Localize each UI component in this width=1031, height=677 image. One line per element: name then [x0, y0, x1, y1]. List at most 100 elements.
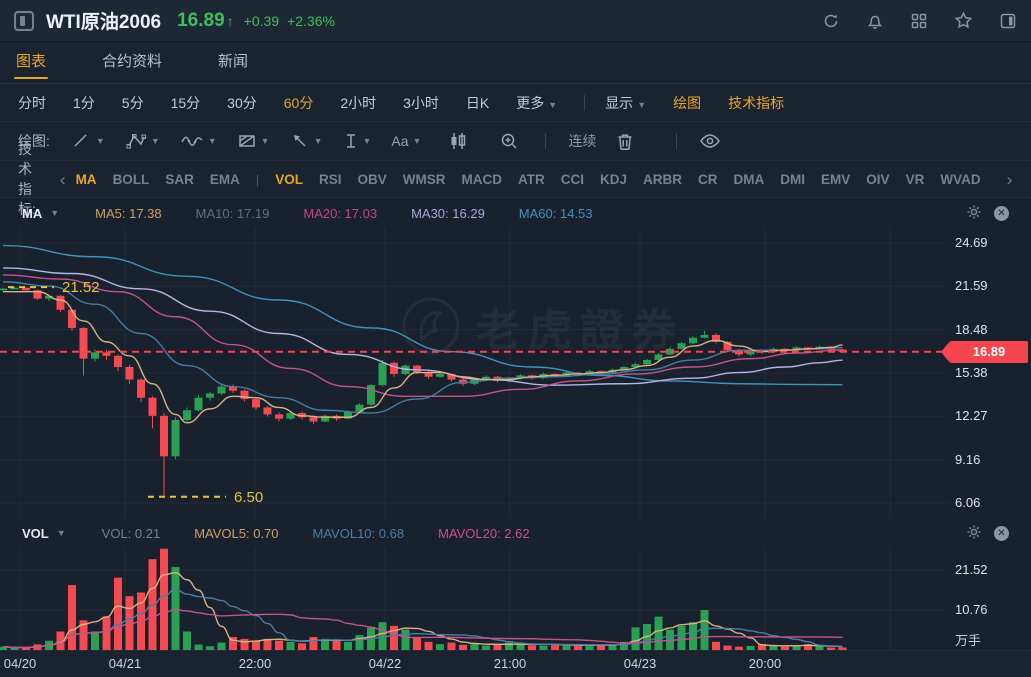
bell-icon[interactable] — [866, 12, 884, 30]
volume-bar — [252, 640, 260, 650]
price-up-arrow-icon: ↑ — [226, 12, 234, 29]
pattern-tool-icon[interactable]: ▼ — [237, 132, 270, 150]
timeframe-5分[interactable]: 5分 — [121, 94, 144, 111]
scroll-right-icon[interactable]: › — [1006, 169, 1013, 189]
timeframe-2小时[interactable]: 2小时 — [340, 94, 377, 111]
last-price: 16.89 — [177, 9, 225, 31]
candle-body — [367, 385, 375, 405]
volume-bar — [597, 645, 605, 650]
indicator-vr[interactable]: VR — [905, 171, 925, 187]
candle-body — [378, 362, 387, 386]
volume-chart[interactable]: 21.52 10.76 万手 — [0, 548, 1031, 650]
tab-contract-info[interactable]: 合约资料 — [102, 53, 163, 70]
ma-line-ma20 — [2, 274, 843, 398]
indicator-macd[interactable]: MACD — [461, 171, 503, 187]
indicator-sar[interactable]: SAR — [165, 171, 194, 187]
technical-indicator-link[interactable]: 技术指标 — [728, 94, 785, 111]
ma-settings-gear-icon[interactable] — [966, 204, 982, 223]
timeframe-分时[interactable]: 分时 — [18, 94, 46, 111]
drawing-toolbar-label: 绘图: — [18, 133, 50, 149]
timeframe-3小时[interactable]: 3小时 — [403, 94, 439, 111]
volume-bar — [160, 548, 168, 650]
volume-bar — [712, 641, 720, 650]
volume-bar — [804, 644, 812, 650]
volume-bar — [0, 646, 7, 650]
volume-bar — [10, 647, 19, 650]
indicator-ma[interactable]: MA — [75, 171, 97, 187]
volume-bar — [470, 644, 479, 650]
trash-icon[interactable] — [616, 132, 634, 151]
indicator-wmsr[interactable]: WMSR — [402, 171, 446, 187]
main-candlestick-chart[interactable]: 老虎證券 21.52 6.50 24.69 21.59 18.48 15.38 12.27… — [0, 228, 1031, 518]
zoom-in-icon[interactable] — [499, 131, 519, 151]
ma-legend-ma30-value: MA30: 16.29 — [411, 205, 485, 221]
indicator-obv[interactable]: OBV — [357, 171, 387, 187]
timeframe-日K[interactable]: 日K — [465, 94, 490, 111]
indicator-dma[interactable]: DMA — [733, 171, 765, 187]
continuous-draw-toggle[interactable]: 连续 — [568, 133, 597, 149]
ma-close-icon[interactable]: ✕ — [994, 205, 1009, 221]
chevron-down-icon: ▼ — [548, 99, 558, 110]
price-axis-label: 21.59 — [955, 278, 988, 294]
indicator-dmi[interactable]: DMI — [780, 171, 806, 187]
current-price-tag: 16.89 — [941, 340, 1028, 363]
indicator-oiv[interactable]: OIV — [866, 171, 890, 187]
indicator-cci[interactable]: CCI — [560, 171, 585, 187]
timeframe-1分[interactable]: 1分 — [73, 94, 95, 111]
ma-line-ma10 — [2, 281, 843, 414]
volume-bar — [769, 645, 778, 650]
volume-bar — [482, 645, 490, 650]
candle-body — [355, 404, 364, 412]
volume-bar — [194, 644, 203, 650]
candle-body — [0, 288, 7, 291]
candle-body — [56, 295, 65, 310]
text-cursor-tool-icon[interactable]: ▼ — [346, 134, 372, 148]
indicator-boll[interactable]: BOLL — [112, 171, 150, 187]
display-dropdown[interactable]: 显示 ▼ — [605, 94, 647, 111]
wave-tool-icon[interactable]: ▼ — [180, 132, 217, 150]
arrow-tool-icon[interactable]: ▼ — [290, 132, 323, 150]
timeframe-15分[interactable]: 15分 — [170, 94, 201, 111]
polyline-tool-icon[interactable]: ▼ — [125, 132, 160, 150]
vol-close-icon[interactable]: ✕ — [994, 525, 1009, 541]
candle-body — [643, 360, 651, 365]
candle-body — [125, 366, 134, 380]
scroll-left-icon[interactable]: ‹ — [59, 169, 66, 189]
tab-news[interactable]: 新闻 — [218, 53, 249, 70]
indicator-wvad[interactable]: WVAD — [940, 171, 981, 187]
line-tool-icon[interactable]: ▼ — [72, 132, 105, 150]
volume-bar — [240, 638, 249, 650]
ma-dropdown-caret-icon[interactable]: ▼ — [50, 208, 60, 218]
volume-bar — [413, 637, 421, 650]
volume-bar — [493, 644, 502, 650]
apps-grid-icon[interactable] — [910, 12, 928, 30]
volume-bar — [746, 645, 755, 650]
indicator-arbr[interactable]: ARBR — [643, 171, 683, 187]
timeframe-30分[interactable]: 30分 — [227, 94, 257, 111]
indicator-kdj[interactable]: KDJ — [600, 171, 628, 187]
indicator-rsi[interactable]: RSI — [318, 171, 342, 187]
draw-link[interactable]: 绘图 — [673, 94, 702, 111]
indicator-atr[interactable]: ATR — [518, 171, 545, 187]
time-tick-label: 22:00 — [238, 656, 272, 671]
candle-body — [309, 417, 318, 422]
volume-bar — [815, 645, 824, 650]
vol-dropdown-caret-icon[interactable]: ▼ — [56, 528, 66, 538]
indicator-cr[interactable]: CR — [698, 171, 718, 187]
panel-toggle-icon[interactable] — [999, 12, 1017, 30]
indicator-emv[interactable]: EMV — [821, 171, 851, 187]
star-icon[interactable] — [954, 11, 973, 30]
volume-bar — [91, 631, 99, 650]
indicator-vol[interactable]: VOL — [275, 171, 303, 187]
timeframe-60分[interactable]: 60分 — [283, 94, 314, 111]
tab-chart[interactable]: 图表 — [14, 40, 49, 83]
refresh-icon[interactable] — [822, 12, 840, 30]
font-tool-icon[interactable]: Aa ▼ — [391, 133, 422, 149]
timeframe-more-dropdown[interactable]: 更多 ▼ — [516, 94, 558, 111]
volume-bar — [332, 640, 341, 650]
candle-body — [390, 362, 398, 374]
indicator-ema[interactable]: EMA — [209, 171, 240, 187]
visibility-eye-icon[interactable] — [699, 132, 721, 150]
candles-tool-icon[interactable] — [447, 131, 469, 151]
vol-settings-gear-icon[interactable] — [966, 524, 982, 543]
